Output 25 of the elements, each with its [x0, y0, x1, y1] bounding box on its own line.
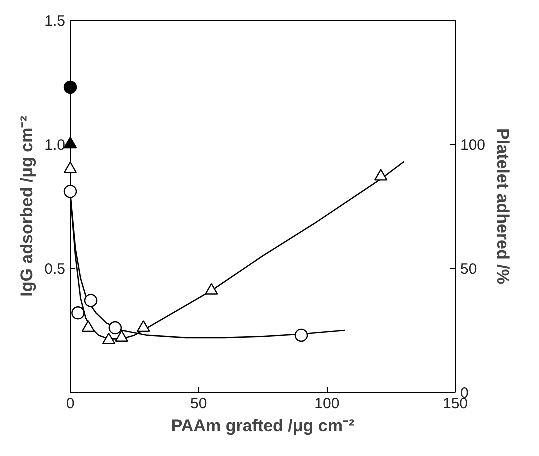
y2-axis-title: Platelet adhered /% [494, 128, 513, 284]
point [102, 332, 116, 344]
point [64, 80, 78, 94]
y-tick-label: 1.0 [44, 137, 66, 154]
point [64, 185, 78, 198]
point [64, 136, 78, 149]
point [374, 169, 388, 181]
point [84, 294, 98, 308]
x-axis-title: PAAm grafted /μg cm⁻² [171, 416, 355, 436]
x-tick-label: 0 [66, 396, 75, 412]
point [294, 328, 308, 342]
point [64, 162, 78, 174]
y-axis-title: IgG adsorbed /μg cm⁻² [18, 116, 37, 297]
y-tick-label: 0.5 [44, 261, 66, 278]
y2-tick-label: 50 [460, 261, 478, 278]
x-tick-label: 50 [190, 396, 208, 412]
x-tick-label: 100 [314, 396, 340, 412]
y-tick-label: 1.5 [44, 13, 66, 30]
point [72, 306, 85, 320]
y2-tick-label: 100 [460, 137, 486, 154]
point [205, 283, 218, 295]
point [82, 320, 96, 332]
point [115, 330, 128, 342]
point [108, 321, 122, 335]
point [137, 320, 150, 332]
